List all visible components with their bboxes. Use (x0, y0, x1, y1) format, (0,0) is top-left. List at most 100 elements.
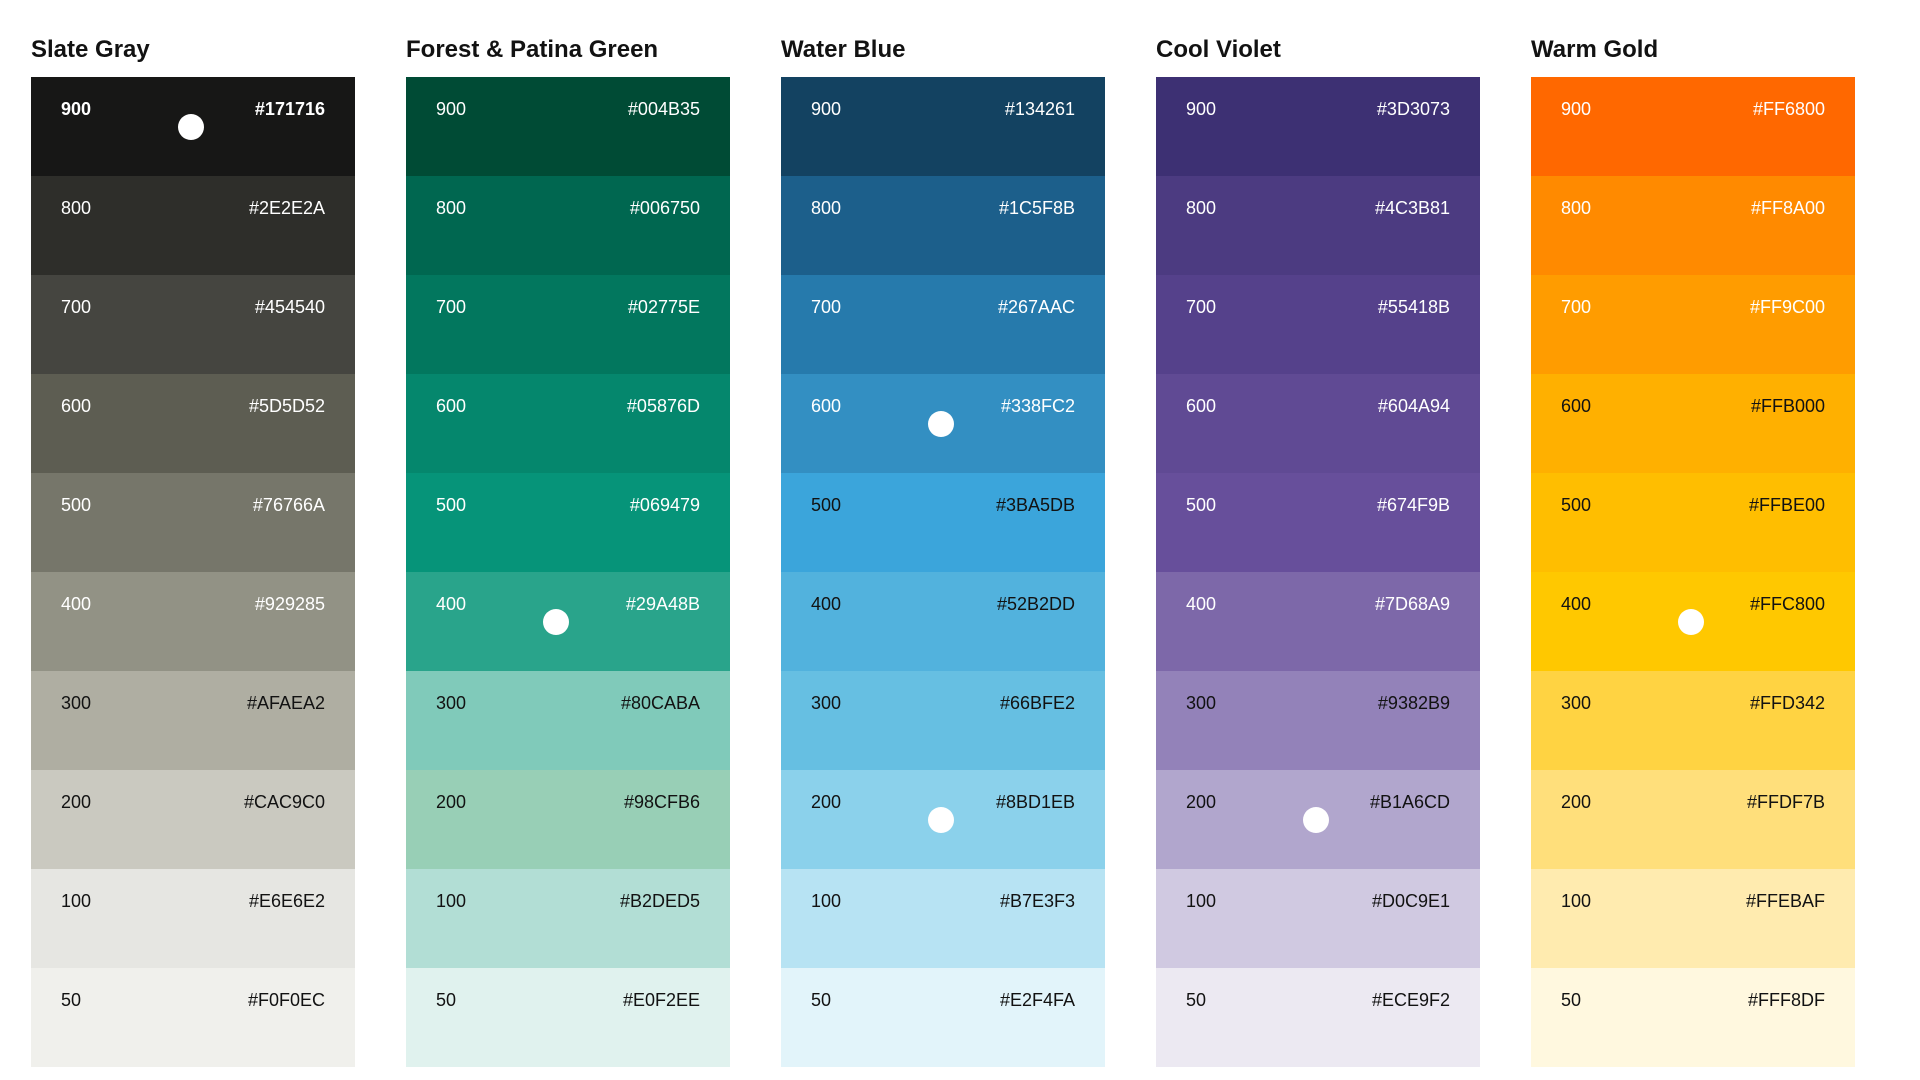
color-swatch[interactable]: 700 #267AAC (781, 275, 1105, 374)
color-swatch[interactable]: 100 #D0C9E1 (1156, 869, 1480, 968)
shade-label: 600 (1561, 396, 1592, 416)
color-swatch[interactable]: 100 #FFEBAF (1531, 869, 1855, 968)
shade-label: 500 (1561, 495, 1592, 515)
color-swatch[interactable]: 300 #FFD342 (1531, 671, 1855, 770)
hex-code: #FFDF7B (1746, 792, 1825, 812)
hex-code: #454540 (254, 297, 325, 317)
shade-label: 700 (811, 297, 842, 317)
color-swatch[interactable]: 600 #604A94 (1156, 374, 1480, 473)
shade-label: 300 (1186, 693, 1217, 713)
hex-code: #52B2DD (996, 594, 1075, 614)
color-swatch[interactable]: 900 #171716 (31, 77, 355, 176)
shade-label: 500 (1186, 495, 1217, 515)
palette-columns: Slate Gray 900 #171716 800 #2E2E2A 700 #454540… (31, 30, 1855, 1067)
color-swatch[interactable]: 100 #B2DED5 (406, 869, 730, 968)
color-swatch[interactable]: 200 #B1A6CD (1156, 770, 1480, 869)
hex-code: #FFEBAF (1745, 891, 1825, 911)
color-swatch[interactable]: 800 #4C3B81 (1156, 176, 1480, 275)
color-swatch[interactable]: 600 #5D5D52 (31, 374, 355, 473)
shade-label: 600 (436, 396, 467, 416)
shade-label: 50 (436, 990, 457, 1010)
color-swatch[interactable]: 800 #006750 (406, 176, 730, 275)
color-swatch[interactable]: 700 #454540 (31, 275, 355, 374)
shade-label: 50 (811, 990, 832, 1010)
shade-label: 900 (1186, 99, 1217, 119)
color-swatch[interactable]: 700 #02775E (406, 275, 730, 374)
hex-code: #4C3B81 (1374, 198, 1450, 218)
color-swatch[interactable]: 200 #98CFB6 (406, 770, 730, 869)
swatch-list: 900 #134261 800 #1C5F8B 700 #267AAC 600 #338FC2… (781, 77, 1105, 1067)
hex-code: #171716 (254, 99, 325, 119)
shade-label: 300 (811, 693, 842, 713)
hex-code: #B2DED5 (619, 891, 700, 911)
color-swatch[interactable]: 50 #FFF8DF (1531, 968, 1855, 1067)
color-swatch[interactable]: 800 #FF8A00 (1531, 176, 1855, 275)
shade-label: 200 (436, 792, 467, 812)
color-swatch[interactable]: 500 #FFBE00 (1531, 473, 1855, 572)
color-swatch[interactable]: 50 #E2F4FA (781, 968, 1105, 1067)
palette-column: Forest & Patina Green 900 #004B35 800 #00675… (406, 30, 730, 1067)
color-swatch[interactable]: 500 #674F9B (1156, 473, 1480, 572)
selection-marker (1303, 807, 1329, 833)
color-swatch[interactable]: 600 #338FC2 (781, 374, 1105, 473)
color-swatch[interactable]: 50 #ECE9F2 (1156, 968, 1480, 1067)
shade-label: 100 (61, 891, 92, 911)
color-swatch[interactable]: 100 #E6E6E2 (31, 869, 355, 968)
color-swatch[interactable]: 900 #134261 (781, 77, 1105, 176)
color-swatch[interactable]: 900 #004B35 (406, 77, 730, 176)
hex-code: #FFB000 (1750, 396, 1825, 416)
shade-label: 300 (61, 693, 92, 713)
color-swatch[interactable]: 200 #8BD1EB (781, 770, 1105, 869)
color-swatch[interactable]: 200 #FFDF7B (1531, 770, 1855, 869)
color-swatch[interactable]: 900 #FF6800 (1531, 77, 1855, 176)
color-swatch[interactable]: 500 #76766A (31, 473, 355, 572)
color-swatch[interactable]: 800 #2E2E2A (31, 176, 355, 275)
shade-label: 50 (1186, 990, 1207, 1010)
hex-code: #FF9C00 (1749, 297, 1825, 317)
color-swatch[interactable]: 400 #7D68A9 (1156, 572, 1480, 671)
hex-code: #134261 (1004, 99, 1075, 119)
color-swatch[interactable]: 300 #80CABA (406, 671, 730, 770)
shade-label: 400 (1561, 594, 1592, 614)
hex-code: #B7E3F3 (999, 891, 1075, 911)
shade-label: 700 (1561, 297, 1592, 317)
shade-label: 700 (436, 297, 467, 317)
color-swatch[interactable]: 700 #FF9C00 (1531, 275, 1855, 374)
hex-code: #ECE9F2 (1371, 990, 1450, 1010)
shade-label: 400 (61, 594, 92, 614)
color-swatch[interactable]: 400 #929285 (31, 572, 355, 671)
shade-label: 400 (436, 594, 467, 614)
color-swatch[interactable]: 500 #069479 (406, 473, 730, 572)
color-swatch[interactable]: 300 #66BFE2 (781, 671, 1105, 770)
hex-code: #02775E (627, 297, 700, 317)
color-swatch[interactable]: 700 #55418B (1156, 275, 1480, 374)
color-swatch[interactable]: 300 #9382B9 (1156, 671, 1480, 770)
shade-label: 200 (811, 792, 842, 812)
hex-code: #FFBE00 (1748, 495, 1825, 515)
hex-code: #604A94 (1377, 396, 1450, 416)
shade-label: 600 (811, 396, 842, 416)
palette-title: Slate Gray (31, 36, 150, 63)
color-swatch[interactable]: 100 #B7E3F3 (781, 869, 1105, 968)
color-swatch[interactable]: 300 #AFAEA2 (31, 671, 355, 770)
shade-label: 900 (811, 99, 842, 119)
shade-label: 50 (1561, 990, 1582, 1010)
color-swatch[interactable]: 600 #05876D (406, 374, 730, 473)
color-swatch[interactable]: 500 #3BA5DB (781, 473, 1105, 572)
color-swatch[interactable]: 200 #CAC9C0 (31, 770, 355, 869)
shade-label: 900 (436, 99, 467, 119)
color-swatch[interactable]: 800 #1C5F8B (781, 176, 1105, 275)
hex-code: #5D5D52 (248, 396, 325, 416)
hex-code: #E6E6E2 (248, 891, 325, 911)
color-swatch[interactable]: 50 #F0F0EC (31, 968, 355, 1067)
color-swatch[interactable]: 400 #29A48B (406, 572, 730, 671)
color-swatch[interactable]: 50 #E0F2EE (406, 968, 730, 1067)
color-swatch[interactable]: 400 #FFC800 (1531, 572, 1855, 671)
color-swatch[interactable]: 400 #52B2DD (781, 572, 1105, 671)
shade-label: 800 (1186, 198, 1217, 218)
hex-code: #F0F0EC (247, 990, 325, 1010)
shade-label: 200 (61, 792, 92, 812)
color-swatch[interactable]: 900 #3D3073 (1156, 77, 1480, 176)
hex-code: #FFD342 (1749, 693, 1825, 713)
color-swatch[interactable]: 600 #FFB000 (1531, 374, 1855, 473)
